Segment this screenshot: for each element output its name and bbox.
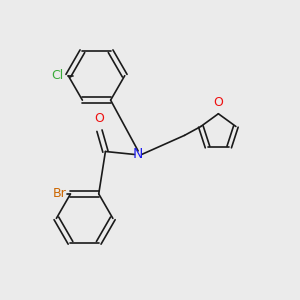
Text: O: O (213, 96, 223, 109)
Text: O: O (94, 112, 104, 125)
Text: Cl: Cl (52, 69, 64, 82)
Text: N: N (133, 148, 143, 161)
Text: Br: Br (52, 188, 66, 200)
